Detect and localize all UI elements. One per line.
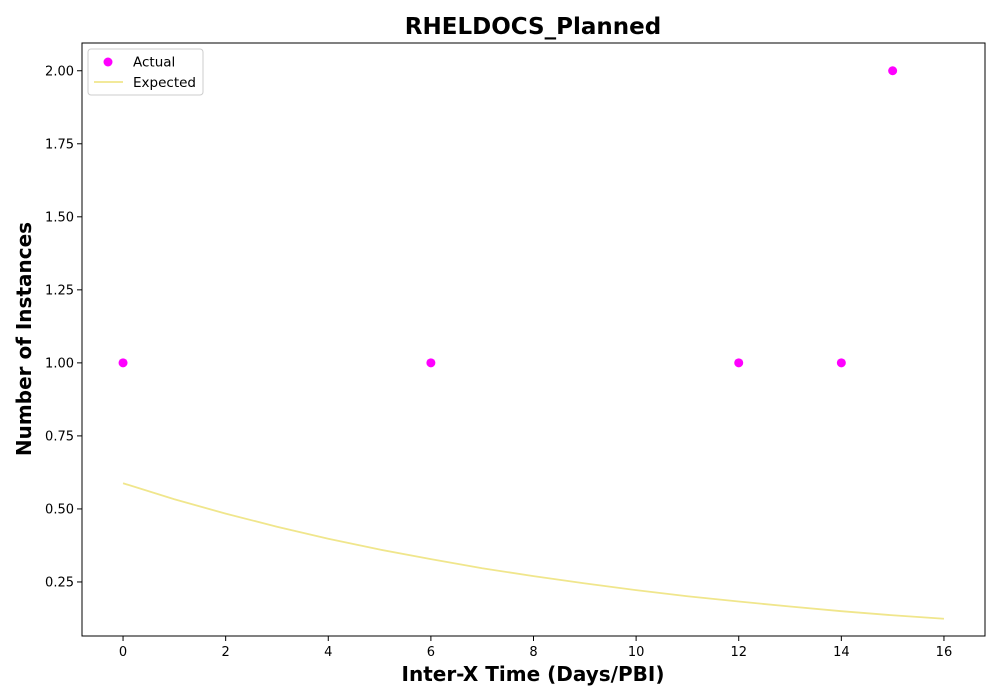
x-tick-label: 8: [529, 645, 537, 660]
legend-actual-marker: [103, 57, 113, 67]
actual-data-point: [734, 358, 744, 368]
series-layer: [118, 66, 945, 620]
y-tick-label: 1.50: [45, 210, 74, 225]
y-tick-label: 1.00: [45, 356, 74, 371]
actual-data-point: [888, 66, 898, 76]
actual-data-point: [118, 358, 128, 368]
y-tick-label: 1.75: [45, 137, 74, 152]
y-tick-label: 0.25: [45, 575, 74, 590]
actual-data-point: [836, 358, 846, 368]
plot-area: 0 2 4 6 8 10 12 14 16 0.25 0.50 0.75 1.00 1.25 1.50 1.…: [45, 42, 986, 660]
expected-series-line: [122, 482, 945, 620]
legend-expected-label: Expected: [133, 75, 196, 91]
x-axis: 0 2 4 6 8 10 12 14 16: [119, 636, 952, 660]
chart-title: RHELDOCS_Planned: [405, 14, 661, 40]
y-axis-label: Number of Instances: [12, 222, 36, 456]
y-axis: 0.25 0.50 0.75 1.00 1.25 1.50 1.75 2.00: [45, 64, 82, 590]
x-tick-label: 0: [119, 645, 127, 660]
x-axis-label: Inter-X Time (Days/PBI): [402, 662, 665, 686]
y-tick-label: 1.25: [45, 283, 74, 298]
legend: Actual Expected: [87, 48, 204, 96]
x-tick-label: 14: [833, 645, 850, 660]
y-tick-label: 0.75: [45, 429, 74, 444]
x-tick-label: 2: [222, 645, 230, 660]
legend-box: [87, 48, 204, 96]
y-tick-label: 2.00: [45, 64, 74, 79]
y-tick-label: 0.50: [45, 502, 74, 517]
actual-data-point: [426, 358, 436, 368]
x-tick-label: 16: [936, 645, 953, 660]
legend-actual-label: Actual: [133, 55, 175, 71]
x-tick-label: 12: [730, 645, 747, 660]
x-tick-label: 10: [628, 645, 645, 660]
x-tick-label: 6: [427, 645, 435, 660]
x-tick-label: 4: [324, 645, 332, 660]
